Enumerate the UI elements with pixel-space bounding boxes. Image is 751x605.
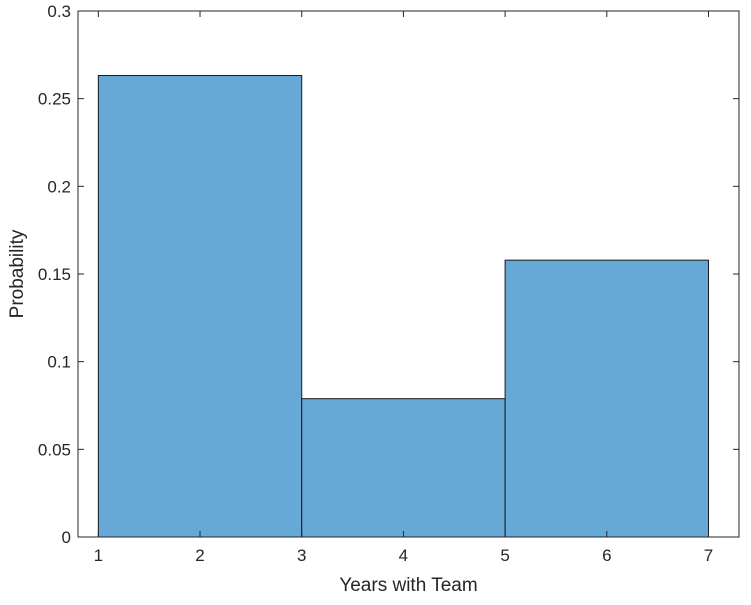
x-axis-label: Years with Team <box>339 575 477 596</box>
histogram-bar <box>301 398 506 538</box>
x-tick-label: 2 <box>195 546 204 565</box>
ticks-layer <box>78 10 739 538</box>
y-tick-label: 0.1 <box>47 353 71 372</box>
histogram-bar <box>97 75 303 538</box>
y-tick-label: 0.25 <box>38 90 71 109</box>
y-tick-label: 0.15 <box>38 265 71 284</box>
y-tick-label: 0 <box>62 528 71 547</box>
y-tick-label: 0.2 <box>47 177 71 196</box>
x-tick-label: 4 <box>399 546 408 565</box>
histogram-bar <box>504 259 709 538</box>
x-tick-label: 6 <box>602 546 611 565</box>
x-tick-label: 3 <box>297 546 306 565</box>
y-tick-label: 0.3 <box>47 2 71 21</box>
x-tick-label: 1 <box>94 546 103 565</box>
y-axis-label: Probability <box>7 229 28 318</box>
tick-labels-layer: 1 2 3 4 5 6 7 0 0.05 0.1 0.15 0.2 0.25 0.3 <box>38 2 713 565</box>
x-tick-label: 7 <box>704 546 713 565</box>
y-tick-label: 0.05 <box>38 440 71 459</box>
bars-layer <box>97 75 709 538</box>
x-tick-label: 5 <box>500 546 509 565</box>
